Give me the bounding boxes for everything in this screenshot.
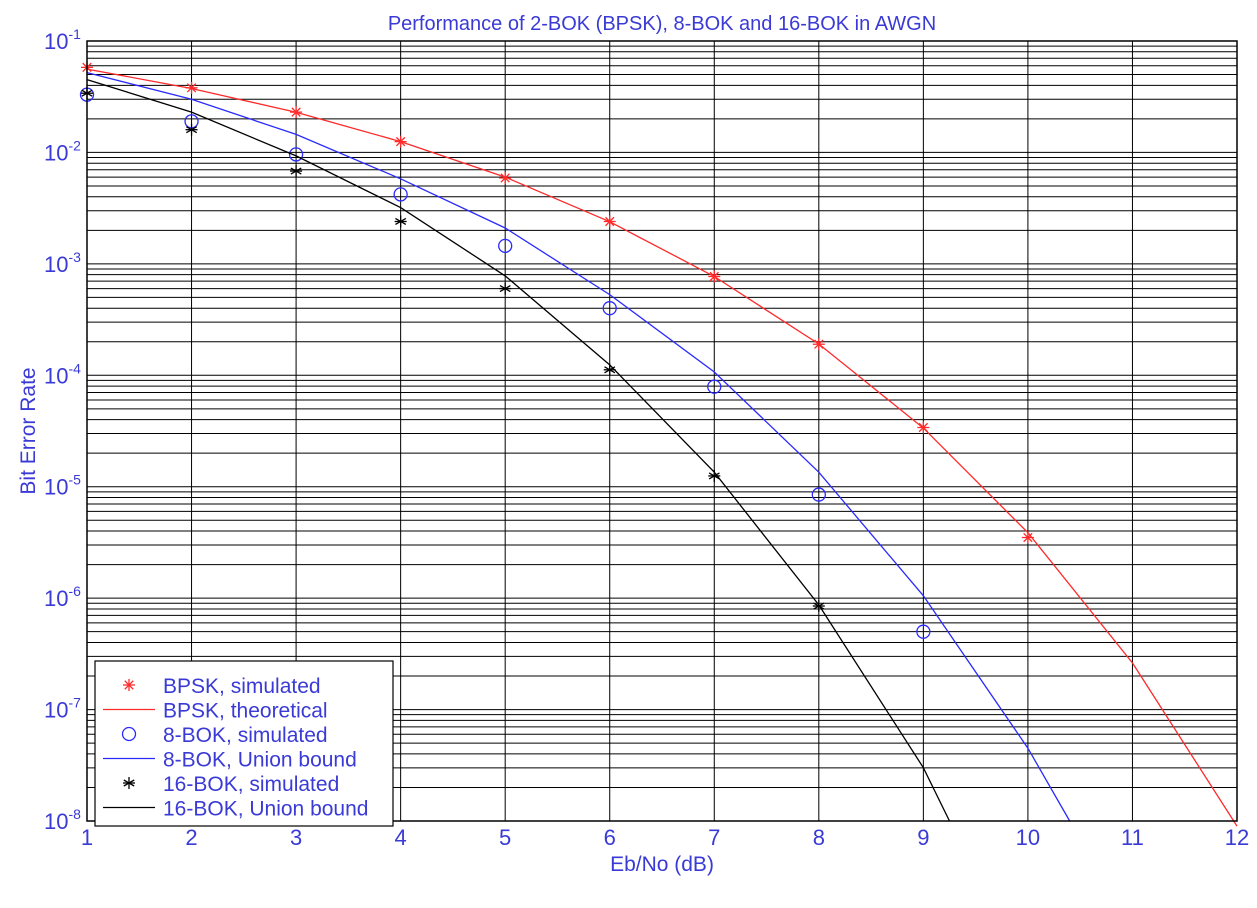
legend-item: 16-BOK, Union bound [103, 798, 368, 821]
y-tick-label: 10-8 [44, 806, 81, 834]
data-point [499, 282, 512, 295]
x-tick-label: 11 [1121, 825, 1144, 850]
legend-label: BPSK, theoretical [163, 700, 328, 723]
series-line [86, 68, 1238, 827]
data-point [290, 165, 303, 178]
series-line [86, 71, 1071, 822]
series-8-bok-union-bound [86, 71, 1071, 822]
y-tick-label: 10-5 [44, 472, 81, 500]
y-axis-title: Bit Error Rate [17, 367, 40, 494]
legend-label: 16-BOK, Union bound [163, 798, 368, 821]
legend-marker-swatch [123, 679, 135, 691]
data-point [288, 147, 304, 162]
legend-item: BPSK, theoretical [103, 700, 328, 723]
x-tick-label: 4 [395, 825, 407, 850]
data-point [185, 123, 198, 136]
data-point [498, 238, 513, 254]
series-8-bok-simulated [79, 87, 931, 639]
y-tick-label: 10-3 [44, 249, 81, 277]
y-tick-label: 10-7 [44, 695, 81, 723]
series-16-bok-union-bound [86, 78, 951, 822]
legend-label: 16-BOK, simulated [163, 773, 339, 796]
plot-frame [86, 40, 1238, 822]
data-point [811, 487, 826, 502]
data-point [707, 379, 722, 394]
data-point [916, 624, 931, 639]
legend-box [94, 660, 394, 827]
x-tick-labels: 1 2 3 4 5 6 7 8 9 10 11 12 [81, 825, 1249, 850]
x-tick-label: 5 [499, 825, 511, 850]
y-tick-label: 10-6 [44, 583, 81, 611]
legend-marker-swatch [123, 777, 135, 789]
x-tick-label: 9 [917, 825, 929, 850]
x-tick-label: 6 [604, 825, 616, 850]
legend-item: BPSK, simulated [123, 675, 321, 698]
x-tick-label: 2 [185, 825, 197, 850]
y-tick-label: 10-2 [44, 137, 81, 165]
data-point [499, 171, 512, 184]
x-tick-label: 1 [81, 825, 93, 850]
x-tick-label: 7 [708, 825, 720, 850]
x-axis-title: Eb/No (dB) [610, 853, 714, 876]
series-layer [79, 61, 1238, 827]
y-tick-labels: 10-1 10-2 10-3 10-4 10-5 10-6 10-7 10-8 [44, 26, 81, 834]
series-bpsk-theoretical [86, 68, 1238, 827]
legend-item: 8-BOK, simulated [121, 724, 328, 747]
legend-label: 8-BOK, simulated [163, 724, 328, 747]
series-line [86, 78, 951, 822]
legend-marker-swatch [121, 726, 137, 742]
y-tick-label: 10-4 [44, 360, 81, 388]
data-point [602, 301, 617, 316]
legend-label: BPSK, simulated [163, 675, 321, 698]
x-tick-label: 12 [1225, 825, 1249, 850]
chart-title: Performance of 2-BOK (BPSK), 8-BOK and 1… [388, 13, 936, 35]
x-tick-label: 10 [1016, 825, 1040, 850]
legend-item: 8-BOK, Union bound [103, 749, 357, 772]
x-tick-label: 3 [290, 825, 302, 850]
data-point [394, 215, 407, 228]
legend-item: 16-BOK, simulated [123, 773, 339, 796]
y-tick-label: 10-1 [44, 26, 81, 54]
data-point [393, 187, 408, 202]
legend-label: 8-BOK, Union bound [163, 749, 357, 772]
x-tick-label: 8 [813, 825, 825, 850]
